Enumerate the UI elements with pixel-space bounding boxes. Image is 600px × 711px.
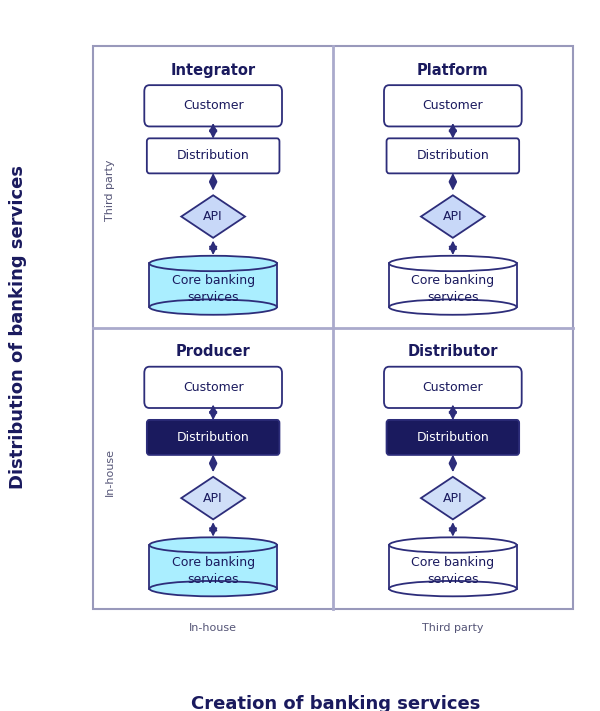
Bar (149, 545, 277, 589)
Ellipse shape (149, 581, 277, 597)
Text: API: API (203, 210, 223, 223)
FancyBboxPatch shape (147, 420, 280, 455)
Text: Distribution: Distribution (416, 149, 489, 162)
Polygon shape (181, 196, 245, 237)
FancyBboxPatch shape (386, 139, 519, 173)
Ellipse shape (149, 299, 277, 315)
Text: In-house: In-house (104, 448, 115, 496)
Ellipse shape (389, 581, 517, 597)
Text: Core banking
services: Core banking services (411, 556, 494, 586)
FancyBboxPatch shape (145, 367, 282, 408)
Text: API: API (443, 210, 463, 223)
Polygon shape (421, 477, 485, 519)
Ellipse shape (149, 256, 277, 271)
Text: Third party: Third party (104, 159, 115, 221)
Text: Customer: Customer (183, 381, 244, 394)
FancyBboxPatch shape (384, 85, 522, 127)
Bar (389, 545, 517, 589)
Text: Integrator: Integrator (170, 63, 256, 77)
Ellipse shape (389, 299, 517, 315)
Text: Core banking
services: Core banking services (172, 556, 255, 586)
Text: Platform: Platform (417, 63, 488, 77)
Text: Distribution: Distribution (177, 149, 250, 162)
Text: Distributor: Distributor (407, 344, 498, 359)
Text: Creation of banking services: Creation of banking services (191, 695, 481, 711)
Text: In-house: In-house (189, 624, 237, 634)
Text: Distribution: Distribution (416, 431, 489, 444)
FancyBboxPatch shape (145, 85, 282, 127)
Text: Producer: Producer (176, 344, 251, 359)
Text: Core banking
services: Core banking services (172, 274, 255, 304)
Text: Customer: Customer (422, 381, 483, 394)
FancyBboxPatch shape (384, 367, 522, 408)
Text: Customer: Customer (183, 100, 244, 112)
Text: API: API (203, 491, 223, 505)
Ellipse shape (389, 538, 517, 552)
Text: Customer: Customer (422, 100, 483, 112)
Bar (389, 264, 517, 307)
FancyBboxPatch shape (147, 139, 280, 173)
Ellipse shape (149, 538, 277, 552)
Polygon shape (181, 477, 245, 519)
Polygon shape (421, 196, 485, 237)
Text: Distribution: Distribution (177, 431, 250, 444)
FancyBboxPatch shape (386, 420, 519, 455)
Ellipse shape (389, 256, 517, 271)
Bar (149, 264, 277, 307)
Text: Core banking
services: Core banking services (411, 274, 494, 304)
Text: Third party: Third party (422, 624, 484, 634)
Text: Distribution of banking services: Distribution of banking services (9, 165, 27, 489)
Text: API: API (443, 491, 463, 505)
